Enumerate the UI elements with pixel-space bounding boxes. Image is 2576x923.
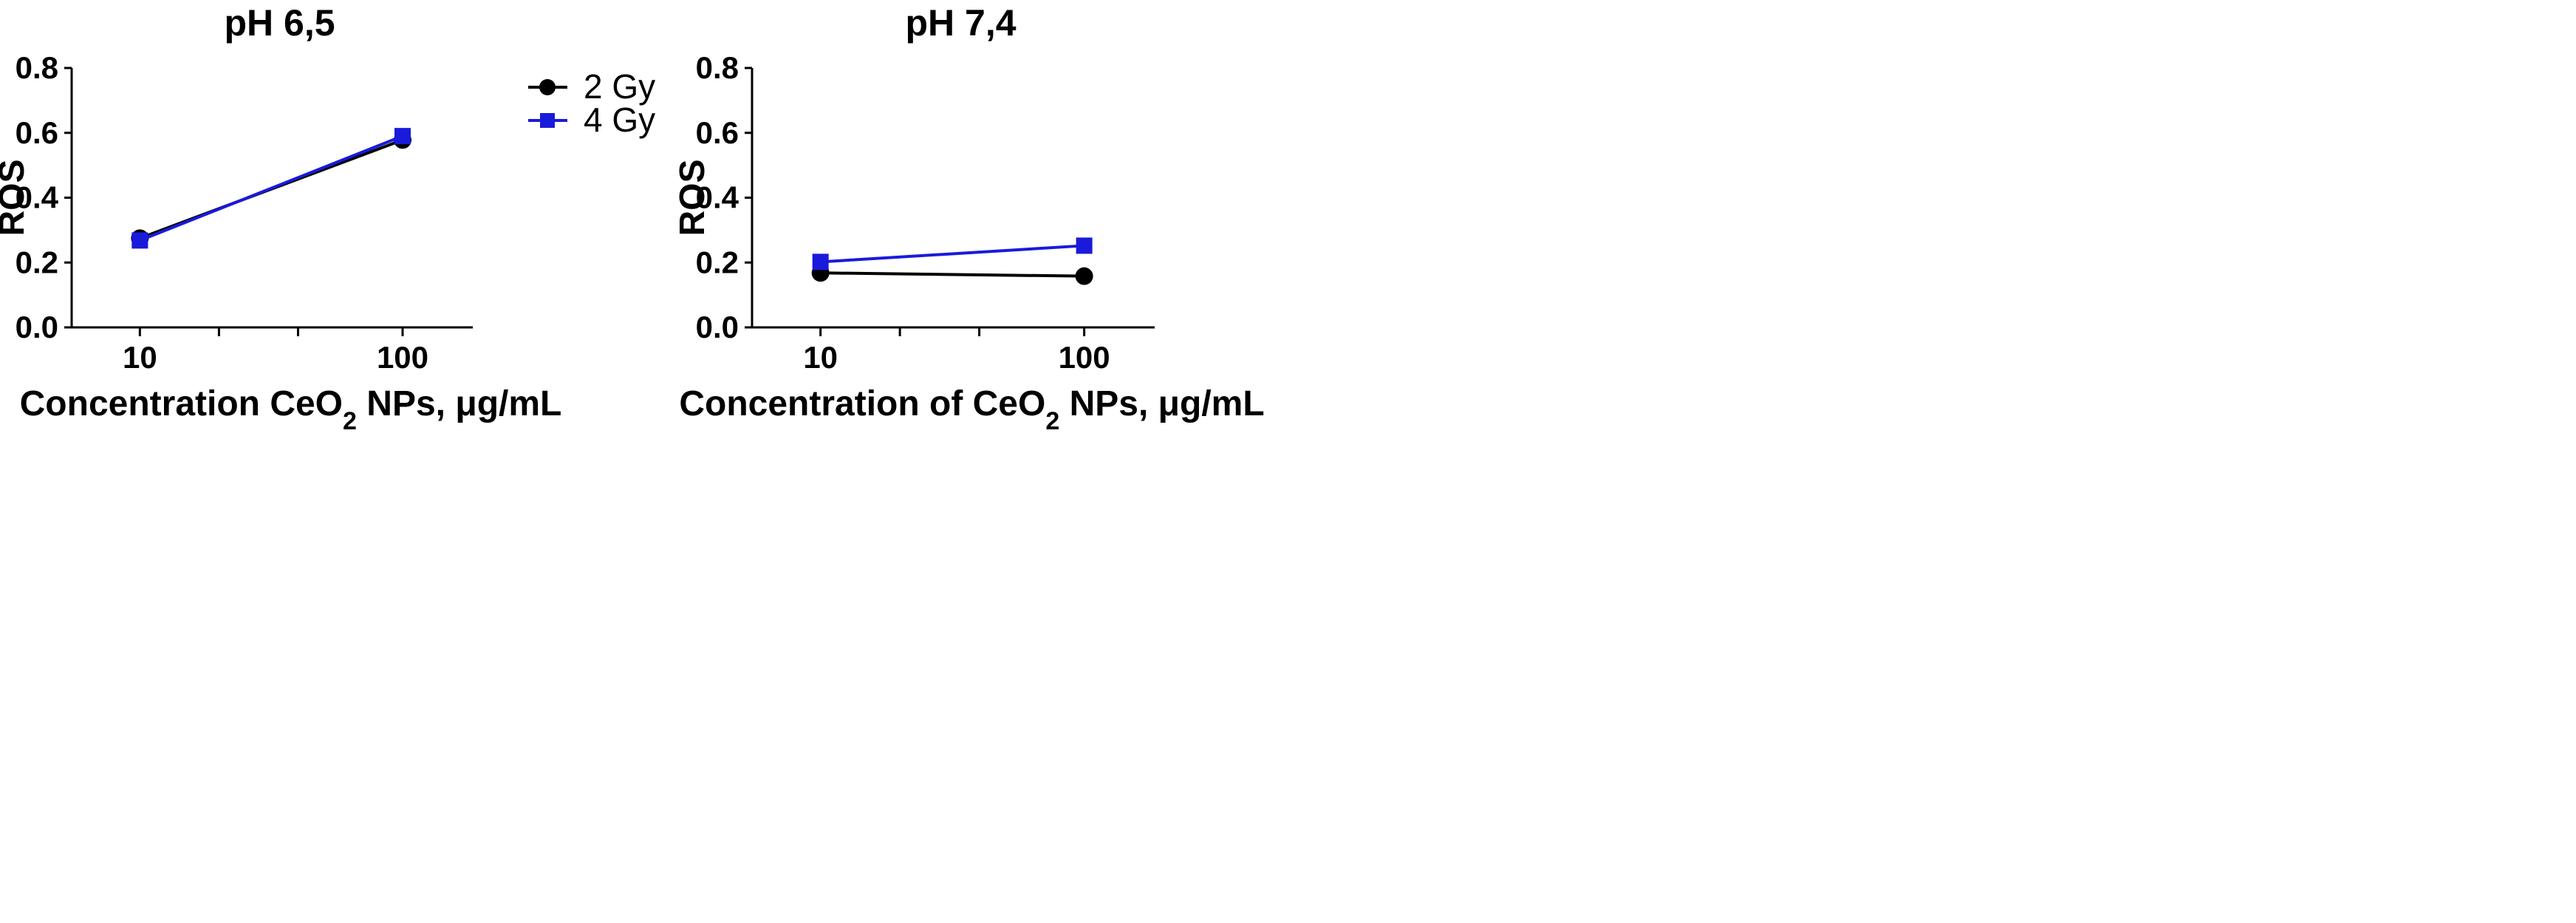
series-line-4-gy: [139, 134, 403, 242]
y-tick-label: 0.0: [696, 310, 739, 344]
series-line-2-gy: [820, 271, 1084, 278]
legend-marker-icon: [539, 79, 556, 95]
y-tick-label: 0.2: [696, 245, 739, 279]
y-tick-label: 0.6: [696, 115, 739, 150]
data-point: [1076, 237, 1093, 254]
legend-label: 2 Gy: [584, 67, 655, 106]
x-tick-label: 100: [1059, 340, 1110, 375]
chart-title: pH 7,4: [905, 2, 1016, 44]
y-tick-label: 0.6: [16, 115, 58, 150]
x-axis-title: Concentration of CeO2 NPs, μg/mL: [679, 384, 1264, 435]
x-axis-title: Concentration CeO2 NPs, μg/mL: [20, 384, 562, 435]
y-tick-label: 0.0: [16, 310, 58, 344]
legend-marker-icon: [540, 113, 555, 128]
chart-title: pH 6,5: [224, 2, 335, 44]
y-axis-title: ROS: [0, 159, 32, 236]
legend: 2 Gy4 Gy: [528, 67, 655, 139]
x-tick-label: 10: [123, 340, 157, 375]
chart-panel-2: pH 7,4 0.0 0.2 0.4 0.6 0.8 10 100 Concentration …: [673, 2, 1265, 435]
y-tick-label: 0.8: [16, 50, 58, 85]
chart-panel-1: pH 6,5 0.0 0.2 0.4 0.6 0.8 10 100 Concentration …: [0, 2, 561, 435]
legend-label: 4 Gy: [584, 101, 655, 139]
data-point: [131, 232, 148, 249]
x-tick-label: 100: [377, 340, 428, 375]
x-tick-label: 10: [803, 340, 838, 375]
series-line-4-gy: [820, 244, 1084, 264]
data-point: [812, 253, 829, 270]
data-point: [1075, 267, 1093, 285]
y-axis-title: ROS: [673, 159, 712, 236]
y-tick-label: 0.2: [16, 245, 58, 279]
data-point: [394, 128, 411, 145]
y-tick-label: 0.8: [696, 50, 739, 85]
y-tick-label: 0.4: [696, 180, 739, 215]
y-tick-label: 0.4: [16, 180, 59, 215]
